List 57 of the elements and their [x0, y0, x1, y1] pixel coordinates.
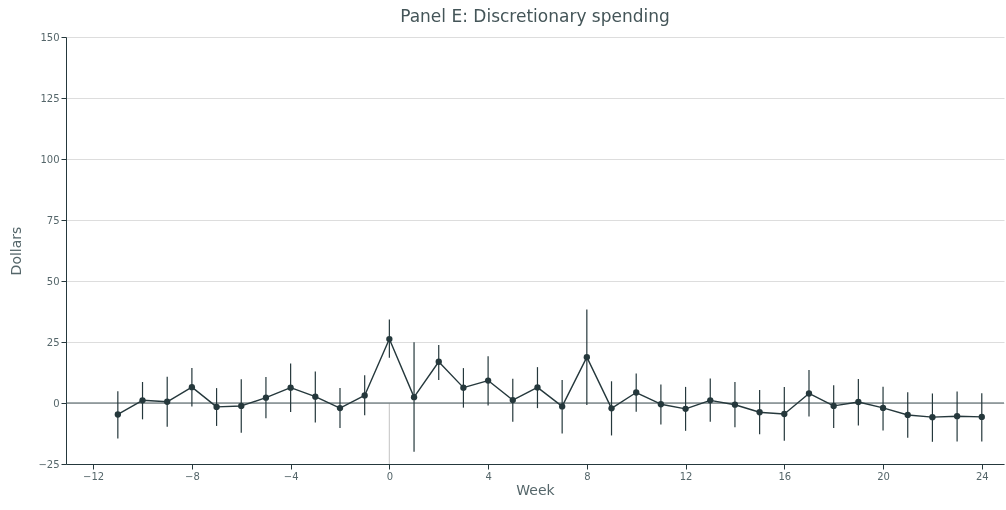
point [509, 396, 516, 404]
point [410, 393, 418, 401]
point [929, 414, 936, 421]
point [139, 397, 146, 404]
point [682, 405, 689, 413]
x-tick-label: −8 [185, 470, 200, 482]
x-tick-label: 4 [485, 470, 492, 482]
point [904, 411, 911, 419]
point [336, 404, 344, 412]
point [879, 404, 887, 412]
point [238, 402, 245, 410]
y-tick-label: 0 [53, 397, 60, 409]
point [361, 392, 368, 399]
point [756, 409, 763, 416]
point [188, 383, 196, 391]
point [164, 398, 171, 405]
point [386, 335, 393, 343]
chart-title: Panel E: Discretionary spending [400, 6, 670, 26]
y-tick-label: 100 [40, 153, 60, 165]
x-tick-label: 24 [975, 470, 989, 482]
x-tick-label: 8 [584, 470, 591, 482]
point [583, 353, 590, 361]
point [805, 390, 813, 397]
y-tick-label: 75 [46, 214, 60, 226]
point [855, 398, 862, 406]
point [633, 389, 640, 396]
point [558, 403, 566, 410]
point [435, 358, 442, 365]
point [213, 403, 220, 411]
point [460, 384, 467, 391]
point [262, 394, 270, 401]
x-tick-label: 12 [679, 470, 693, 482]
y-tick-label: 150 [40, 31, 60, 43]
point [608, 405, 615, 412]
point [287, 384, 294, 391]
x-tick-label: 16 [778, 470, 792, 482]
point [114, 411, 121, 418]
x-axis-title: Week [516, 481, 556, 498]
x-tick-label: −12 [83, 470, 105, 482]
point [657, 401, 665, 408]
point [953, 413, 961, 420]
x-tick-label: 20 [877, 470, 890, 482]
y-tick-label: −25 [38, 458, 60, 470]
point [731, 401, 739, 408]
point [978, 413, 985, 421]
y-tick-label: 125 [40, 92, 60, 104]
point [781, 410, 788, 418]
y-tick-label: 25 [46, 336, 60, 348]
point [707, 397, 714, 404]
point [534, 384, 541, 391]
x-tick-label: −4 [283, 470, 299, 482]
point [484, 377, 492, 384]
x-tick-label: 0 [386, 470, 394, 482]
y-axis-title: Dollars [8, 226, 25, 276]
y-tick-label: 50 [46, 275, 60, 287]
point [830, 402, 837, 410]
point [312, 393, 319, 400]
